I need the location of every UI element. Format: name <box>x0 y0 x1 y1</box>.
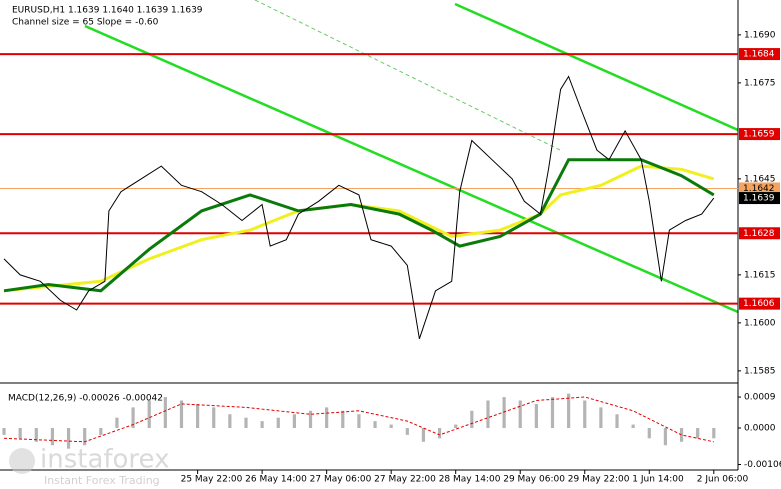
histogram-bar <box>599 407 603 429</box>
histogram-bar <box>550 397 555 429</box>
histogram-bar <box>567 393 571 429</box>
histogram-bar <box>631 424 635 429</box>
histogram-bar <box>583 400 587 429</box>
histogram-bar <box>115 417 119 429</box>
level-label: 1.1628 <box>743 229 775 239</box>
x-tick-label: 1 Jun 14:00 <box>632 475 684 485</box>
histogram-bar <box>2 428 6 435</box>
moving-average <box>3 164 715 293</box>
level-label: 1.1639 <box>743 194 775 204</box>
level-label-bg <box>739 128 780 141</box>
histogram-bar <box>421 428 426 442</box>
y-tick-label: 1.1675 <box>744 78 776 88</box>
histogram-bar <box>373 421 377 429</box>
histogram-bar <box>292 414 296 429</box>
histogram-bar <box>647 428 651 439</box>
x-tick-label: 27 May 06:00 <box>310 475 372 485</box>
histogram-bar <box>454 424 458 429</box>
level-label-bg <box>739 182 780 195</box>
chart-subtitle: Channel size = 65 Slope = -0.60 <box>12 18 159 28</box>
histogram-bar <box>66 428 71 449</box>
signal-line <box>3 396 714 443</box>
histogram-bar <box>341 410 345 429</box>
watermark-tagline: Instant Forex Trading <box>44 474 160 487</box>
histogram-bar <box>163 397 167 429</box>
histogram-bar <box>518 400 522 429</box>
level-label: 1.1606 <box>743 299 775 309</box>
histogram-bar <box>663 428 668 446</box>
histogram-bar <box>228 414 232 429</box>
histogram-bar <box>99 428 103 435</box>
histogram-bar <box>437 428 442 439</box>
level-label-bg <box>739 192 780 205</box>
trend-line <box>454 2 739 132</box>
trend-line <box>84 24 739 314</box>
histogram-bar <box>260 421 264 429</box>
histogram-bar <box>276 417 280 429</box>
histogram-bar <box>389 424 393 429</box>
histogram-bar <box>470 410 474 429</box>
channel-lines <box>84 0 739 314</box>
y-tick-label: -0.00106 <box>744 460 781 470</box>
histogram-bar <box>50 428 55 446</box>
price-line <box>3 75 715 339</box>
y-tick-label: 1.1645 <box>744 174 776 184</box>
y-tick-label: 0.0009 <box>744 393 776 403</box>
histogram-bar <box>34 428 38 442</box>
histogram-bar <box>325 407 329 429</box>
x-tick-label: 25 May 22:00 <box>181 475 243 485</box>
histogram-bar <box>696 428 700 439</box>
x-tick-label: 28 May 14:00 <box>439 475 501 485</box>
y-tick-label: 0.0000 <box>744 424 776 434</box>
histogram-bar <box>502 397 506 429</box>
y-tick-label: 1.1615 <box>744 270 776 280</box>
x-tick-label: 29 May 22:00 <box>568 475 630 485</box>
x-tick-label: 26 May 14:00 <box>245 475 307 485</box>
histogram-bar <box>405 428 409 435</box>
histogram-bar <box>308 410 313 429</box>
histogram-bar <box>534 403 538 429</box>
x-tick-label: 29 May 06:00 <box>503 475 565 485</box>
chart-title: EURUSD,H1 1.1639 1.1640 1.1639 1.1639 <box>12 6 203 16</box>
x-tick-label: 27 May 22:00 <box>374 475 436 485</box>
macd-title: MACD(12,26,9) -0.00026 -0.00042 <box>8 394 163 404</box>
watermark-brand: instaforex <box>40 445 169 475</box>
histogram-bar <box>131 407 135 429</box>
x-tick-label: 2 Jun 06:00 <box>697 475 749 485</box>
y-tick-label: 1.1585 <box>744 366 776 376</box>
y-tick-label: 1.1690 <box>744 30 776 40</box>
level-label: 1.1684 <box>743 50 775 60</box>
level-label: 1.1659 <box>743 130 775 140</box>
histogram-bar <box>147 400 151 429</box>
trend-line <box>254 0 561 151</box>
level-label-bg <box>739 227 780 240</box>
histogram-bar <box>486 400 490 429</box>
logo <box>9 448 35 474</box>
level-label: 1.1642 <box>743 184 775 194</box>
level-label-bg <box>739 48 780 61</box>
histogram-bar <box>357 414 361 429</box>
y-tick-label: 1.1600 <box>744 318 776 328</box>
histogram-bar <box>212 407 216 429</box>
watermark: instaforex Instant Forex Trading <box>9 445 169 487</box>
moving-average <box>3 158 715 293</box>
histogram-bar <box>244 417 248 429</box>
histogram-bar <box>83 428 87 446</box>
level-label-bg <box>739 297 780 310</box>
histogram-bar <box>18 428 22 439</box>
histogram-bar <box>179 400 184 429</box>
histogram-bar <box>712 428 716 439</box>
histogram-bar <box>196 403 200 429</box>
histogram-bar <box>615 414 619 429</box>
